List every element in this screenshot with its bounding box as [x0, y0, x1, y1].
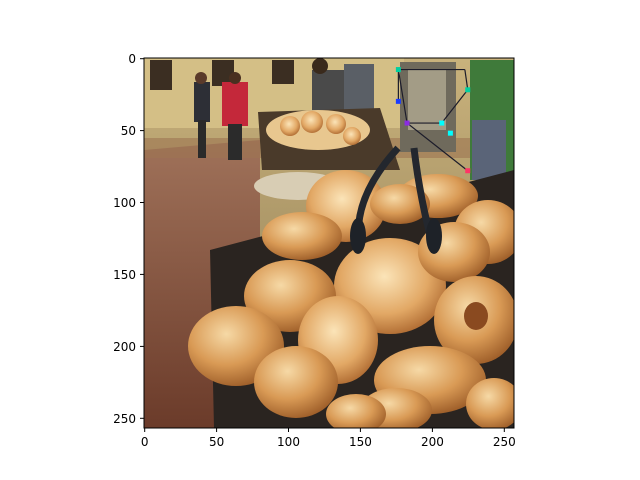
y-tick-label: 200: [113, 340, 136, 354]
axes-frame: [143, 57, 515, 429]
keypoint-marker: [465, 168, 471, 174]
keypoint-overlay: [395, 67, 471, 174]
x-tick-label: 0: [141, 435, 149, 449]
photo: [144, 58, 514, 428]
x-tick-label: 150: [349, 435, 372, 449]
keypoint-marker: [404, 120, 410, 126]
y-tick-label: 0: [128, 52, 136, 66]
keypoint-edge: [441, 89, 469, 124]
keypoint-marker: [439, 120, 445, 126]
y-tick-label: 250: [113, 412, 136, 426]
x-tick-label: 200: [421, 435, 444, 449]
x-axis: 0 50 100 150 200 250: [141, 428, 516, 449]
y-tick-label: 150: [113, 268, 136, 282]
keypoint-edge: [406, 122, 469, 172]
x-tick-label: 100: [277, 435, 300, 449]
x-tick-label: 50: [209, 435, 224, 449]
y-tick-label: 100: [113, 196, 136, 210]
y-axis: 0 50 100 150 200 250: [113, 52, 144, 426]
x-tick-label: 250: [493, 435, 516, 449]
keypoint-edge: [397, 69, 408, 124]
y-tick-label: 50: [121, 124, 136, 138]
keypoint-marker: [395, 98, 401, 104]
keypoint-marker: [395, 67, 401, 73]
keypoint-edge: [464, 69, 469, 90]
keypoint-marker: [465, 87, 471, 93]
keypoint-marker: [447, 130, 453, 136]
